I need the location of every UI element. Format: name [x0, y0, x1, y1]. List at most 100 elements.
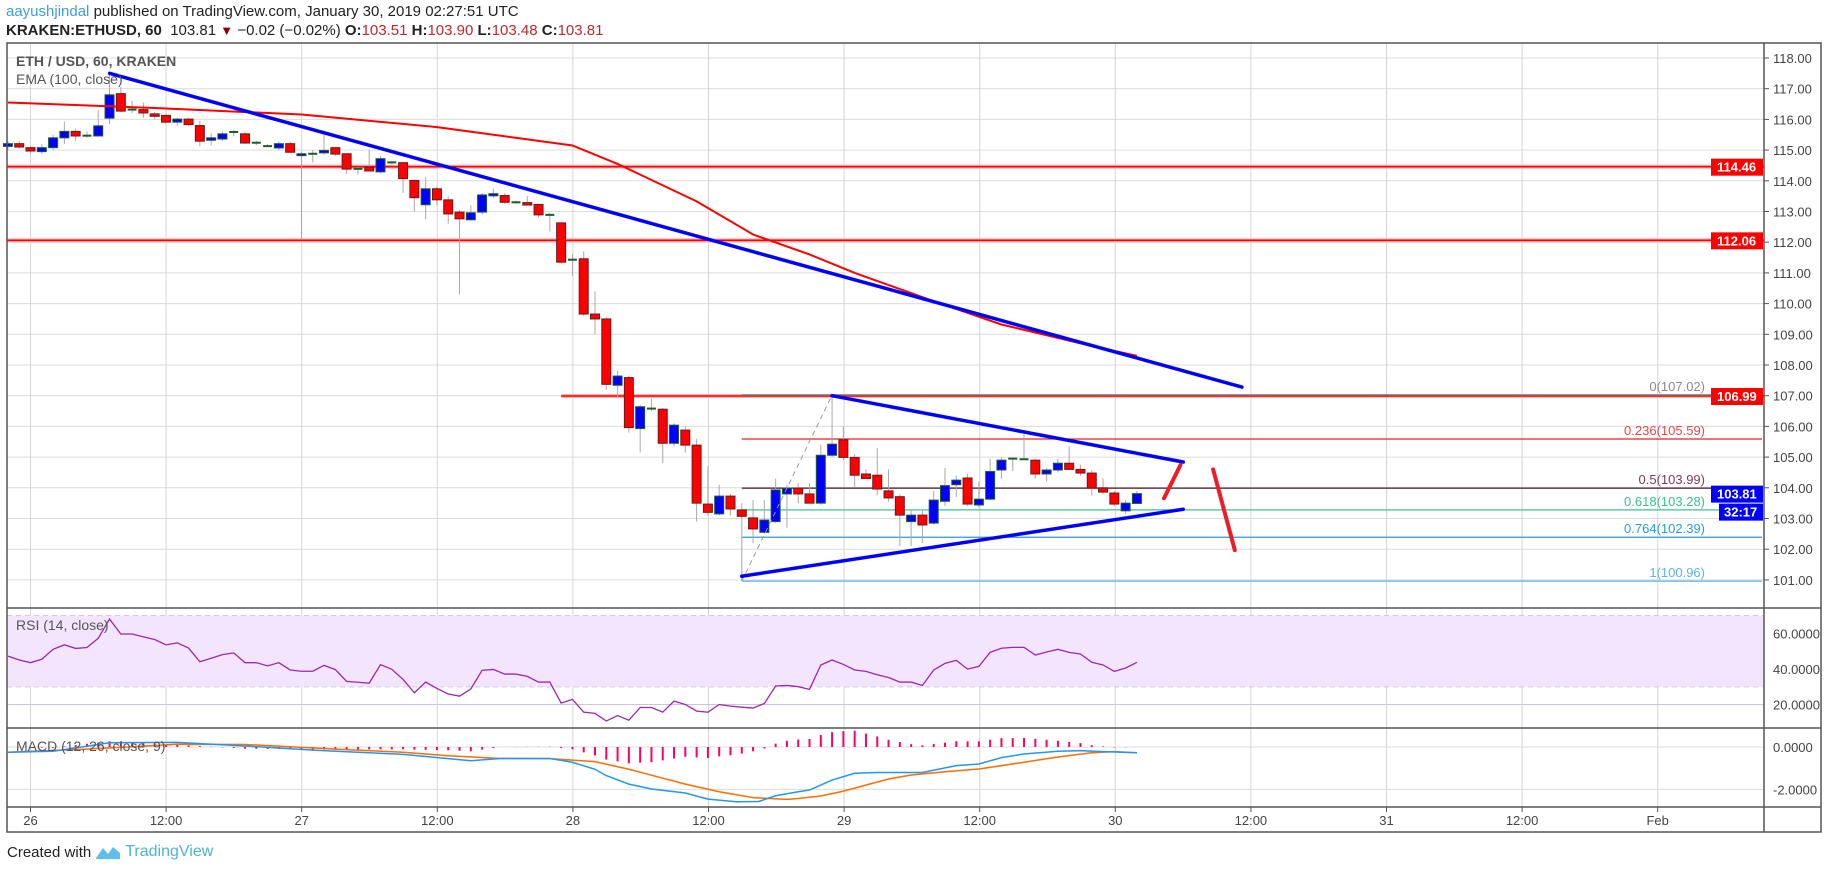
candle	[680, 429, 691, 446]
countdown-label: 32:17	[1724, 505, 1757, 520]
candle	[928, 499, 939, 524]
candle	[48, 137, 59, 149]
price-label-box	[1711, 388, 1763, 406]
candle	[556, 222, 567, 263]
rsi-band	[7, 615, 1764, 687]
drawings[interactable]: 0(107.02) 0.236(105.59) 0.5(103.99) 0.618(1…	[107, 71, 1706, 582]
time-tick-label: 31	[1379, 813, 1393, 828]
candle	[838, 439, 849, 458]
candle	[815, 454, 826, 504]
fib-level-label: 0.5(103.99)	[1639, 472, 1706, 487]
candle	[623, 377, 634, 429]
candle	[1109, 492, 1120, 505]
price-tick-label: 114.00	[1773, 174, 1812, 189]
candle	[420, 188, 431, 206]
candle	[341, 153, 352, 170]
candle	[691, 444, 702, 504]
candle	[465, 212, 476, 221]
candle	[398, 162, 409, 180]
candle	[657, 408, 668, 444]
candle	[917, 514, 928, 526]
fib-diagonal	[741, 394, 833, 582]
candle	[488, 193, 499, 197]
candle	[872, 474, 883, 490]
candle	[669, 424, 680, 444]
candle	[1098, 487, 1109, 493]
time-tick-label: 12:00	[421, 813, 454, 828]
candle	[229, 130, 239, 133]
candle	[612, 375, 623, 386]
candle	[499, 195, 510, 203]
price-tick-label: 104.00	[1773, 481, 1813, 496]
fib-level-label: 0.236(105.59)	[1624, 423, 1705, 438]
countdown-box	[1719, 503, 1763, 521]
trendline	[107, 71, 1244, 389]
price-level-label: 106.99	[1717, 389, 1757, 404]
time-tick-label: 12:00	[1235, 813, 1268, 828]
time-tick-label: 12:00	[692, 813, 725, 828]
author-link[interactable]: aayushjindal	[6, 3, 90, 20]
candle	[183, 118, 194, 126]
macd-line	[7, 741, 1137, 803]
close-label: C:	[541, 22, 558, 39]
candle	[82, 134, 92, 137]
candle	[714, 495, 725, 515]
candle	[14, 143, 25, 148]
candle	[263, 145, 273, 148]
low-label: L:	[477, 22, 492, 39]
price-tick-label: 103.00	[1773, 512, 1813, 527]
price-label-box	[1711, 158, 1763, 176]
candle	[906, 514, 917, 523]
candle	[793, 487, 804, 495]
candle	[206, 137, 217, 141]
candle	[759, 519, 770, 533]
time-tick-label: 28	[566, 813, 580, 828]
candles	[2, 74, 1142, 582]
ema-legend: EMA (100, close)	[16, 71, 123, 87]
price-label-box	[1711, 232, 1763, 250]
candle	[883, 490, 894, 499]
fib-level-label: 0.618(103.28)	[1624, 494, 1705, 509]
candle	[319, 149, 330, 154]
candle	[194, 125, 205, 142]
candle	[273, 143, 284, 149]
candle	[748, 517, 759, 530]
candle	[849, 456, 860, 476]
last-price-label: 103.81	[1717, 487, 1757, 502]
axes: 118.00 117.00 116.00 115.00 114.00 113.00 112.…	[6, 42, 1822, 833]
high-label: H:	[411, 22, 428, 39]
candle	[736, 509, 747, 517]
candle	[601, 318, 612, 385]
candle	[387, 161, 397, 164]
candle	[138, 109, 149, 114]
symbol-label: KRAKEN:ETHUSD, 60	[6, 22, 162, 39]
price-tick-label: 102.00	[1773, 542, 1813, 557]
trendline	[830, 393, 1185, 464]
fib-level-label: 1(100.96)	[1649, 565, 1705, 580]
tradingview-brand-link[interactable]: TradingView	[125, 843, 214, 860]
chart-frame	[6, 42, 1822, 833]
candle	[443, 199, 454, 215]
time-tick-label: Feb	[1646, 813, 1668, 828]
rsi-tick-label: 40.0000	[1773, 662, 1820, 677]
candle	[635, 406, 646, 430]
price-tick-label: 118.00	[1773, 51, 1812, 66]
macd-legend: MACD (12, 26, close, 9)	[16, 738, 165, 754]
time-tick-label: 27	[294, 813, 308, 828]
footer: Created with TradingView	[7, 843, 213, 861]
ema-line	[7, 101, 1138, 357]
candle	[364, 166, 375, 172]
price-tick-label: 110.00	[1773, 297, 1812, 312]
candle	[567, 258, 577, 261]
high-value: 103.90	[427, 22, 474, 39]
price-tick-label: 117.00	[1773, 82, 1812, 97]
candle	[59, 130, 70, 139]
candle	[1019, 458, 1029, 461]
candle	[804, 493, 815, 504]
candle	[240, 133, 251, 144]
last-price: 103.81	[170, 22, 217, 39]
candle	[973, 498, 984, 506]
price-tick-label: 115.00	[1773, 143, 1812, 158]
candle	[127, 108, 137, 111]
